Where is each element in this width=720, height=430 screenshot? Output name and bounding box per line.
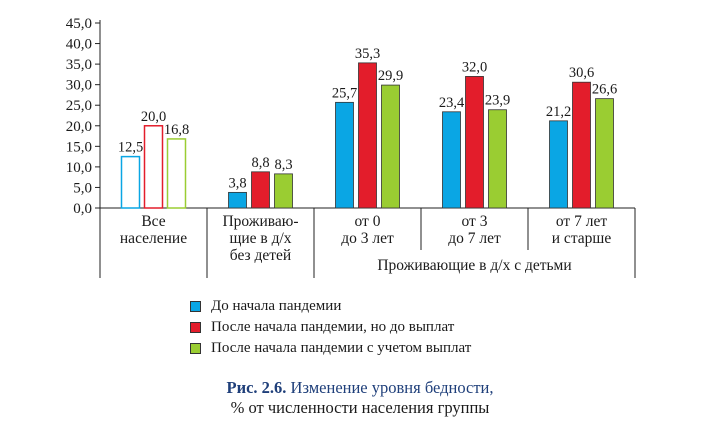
bar xyxy=(274,173,293,209)
bar xyxy=(572,81,591,209)
legend-swatch-blue xyxy=(190,301,201,312)
bar xyxy=(228,191,247,209)
y-tick-label: 5,0 xyxy=(73,180,92,196)
y-tick-label: 45,0 xyxy=(66,16,92,32)
y-tick-label: 15,0 xyxy=(66,139,92,155)
legend-label-after-before-payments: После начала пандемии, но до выплат xyxy=(211,319,455,335)
bar-value-label: 20,0 xyxy=(141,109,166,125)
bar-value-label: 23,9 xyxy=(485,93,510,109)
category-label: без детей xyxy=(230,247,291,264)
legend-swatch-red xyxy=(190,322,201,333)
legend-label-after-with-payments: После начала пандемии с учетом выплат xyxy=(211,340,472,356)
bar-value-label: 32,0 xyxy=(462,59,487,75)
group-label: Проживающие в д/х с детьми xyxy=(377,257,571,274)
bar xyxy=(442,111,461,209)
y-tick-label: 0,0 xyxy=(73,201,92,217)
category-label: щие в д/х xyxy=(229,230,291,247)
bar xyxy=(549,120,568,209)
category-label: до 3 лет xyxy=(341,230,394,247)
caption-title: Изменение уровня бедности, xyxy=(290,378,494,397)
bar-value-label: 35,3 xyxy=(355,46,380,62)
y-tick-label: 30,0 xyxy=(66,78,92,94)
poverty-bar-chart: 0,0 5,0 10,0 15,0 20,0 25,0 30,0 35,0 40,0 45,0 12… xyxy=(66,16,636,278)
y-tick-label: 40,0 xyxy=(66,37,92,53)
category-label: от 7 лет xyxy=(556,213,607,230)
bar xyxy=(120,155,141,209)
category-label: Все xyxy=(141,213,165,230)
y-tick-label: 35,0 xyxy=(66,57,92,73)
bar xyxy=(251,171,270,209)
bar-value-label: 30,6 xyxy=(569,65,594,81)
category-label: от 0 xyxy=(355,213,381,230)
legend-item-after-before-payments: После начала пандемии, но до выплат xyxy=(190,317,471,338)
y-tick-label: 20,0 xyxy=(66,119,92,135)
bar xyxy=(488,109,507,209)
category-label: население xyxy=(120,230,187,247)
legend-swatch-green xyxy=(190,343,201,354)
bar xyxy=(465,76,484,209)
category-label: и старше xyxy=(552,230,612,247)
legend-item-before-pandemic: До начала пандемии xyxy=(190,296,471,317)
legend-item-after-with-payments: После начала пандемии с учетом выплат xyxy=(190,338,471,359)
bar-value-label: 8,3 xyxy=(274,157,292,173)
figure-caption: Рис. 2.6. Изменение уровня бедности, % о… xyxy=(0,378,720,418)
bar-value-label: 8,8 xyxy=(251,155,269,171)
category-label: Проживаю- xyxy=(222,213,298,230)
bar-value-label: 29,9 xyxy=(378,68,403,84)
bar-value-label: 16,8 xyxy=(164,122,189,138)
bar xyxy=(143,125,164,209)
category-label: до 7 лет xyxy=(448,230,501,247)
caption-subtitle: % от численности населения группы xyxy=(230,398,490,417)
y-tick-label: 25,0 xyxy=(66,98,92,114)
bar xyxy=(595,98,614,209)
bar xyxy=(358,62,377,209)
caption-figure-number: Рис. 2.6. xyxy=(226,378,287,397)
bar xyxy=(335,101,354,209)
bar-value-label: 26,6 xyxy=(592,82,617,98)
bar-value-label: 3,8 xyxy=(228,175,246,191)
bar xyxy=(381,84,400,209)
bar-value-label: 12,5 xyxy=(118,140,143,156)
category-label: от 3 xyxy=(462,213,488,230)
bar xyxy=(166,138,187,209)
y-tick-label: 10,0 xyxy=(66,160,92,176)
bar-value-label: 21,2 xyxy=(546,104,571,120)
bar-value-label: 23,4 xyxy=(439,95,465,111)
bar-value-label: 25,7 xyxy=(332,85,357,101)
legend: До начала пандемии После начала пандемии… xyxy=(190,296,471,359)
legend-label-before-pandemic: До начала пандемии xyxy=(211,298,342,314)
